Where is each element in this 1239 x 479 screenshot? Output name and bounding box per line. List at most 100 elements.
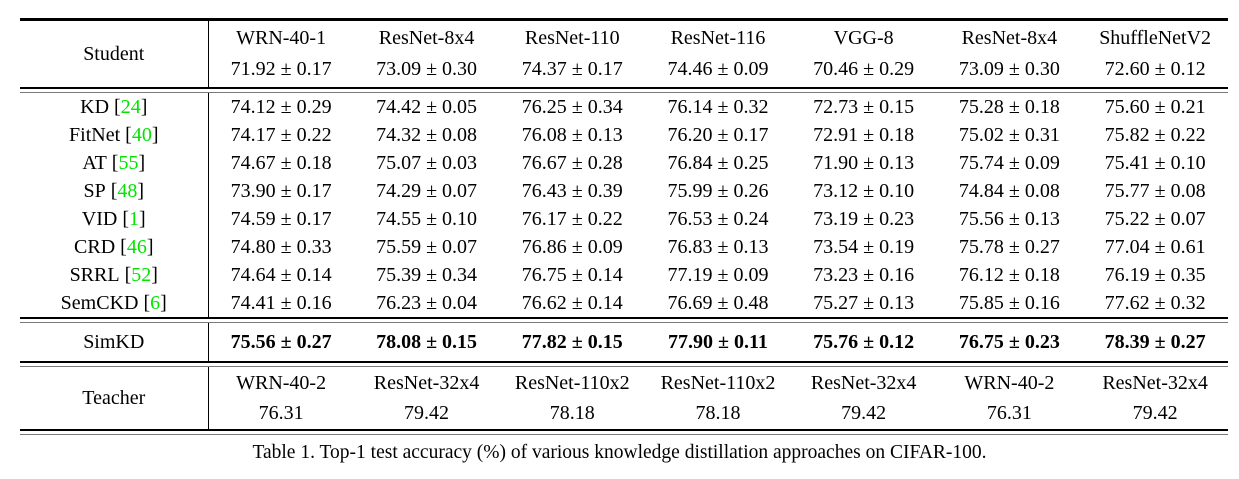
citation-bracket-open: [ — [110, 179, 118, 202]
table-bottom-rule-row — [20, 428, 1228, 435]
student-model: ResNet-8x4 — [378, 26, 475, 49]
teacher-model: ResNet-32x4 — [810, 371, 917, 394]
table-row-semckd: SemCKD [6] 74.41 ± 0.16 76.23 ± 0.04 76.6… — [20, 288, 1228, 317]
student-model: ResNet-110 — [524, 26, 620, 49]
teacher-model: WRN-40-2 — [236, 371, 327, 394]
method-name: SemCKD — [60, 291, 139, 314]
after-header-rule-row — [20, 86, 1228, 93]
method-label: CRD [46] — [20, 233, 208, 261]
citation-bracket-open: [ — [120, 235, 127, 258]
teacher-header-row: Teacher WRN-40-2 76.31 ResNet-32x4 79.42… — [20, 366, 1228, 429]
teacher-accuracy: 79.42 — [404, 401, 450, 424]
method-name: SRRL — [69, 263, 120, 286]
citation-link[interactable]: 55 — [118, 151, 139, 174]
citation-link[interactable]: 46 — [126, 235, 147, 258]
student-cell: ResNet-8x4 73.09 ± 0.30 — [354, 21, 500, 87]
citation-bracket-close: ] — [137, 179, 145, 202]
teacher-cell: ResNet-110x2 78.18 — [645, 367, 791, 429]
accuracy-cell: 72.91 ± 0.18 — [813, 123, 915, 146]
table-row-fitnet: FitNet [40] 74.17 ± 0.22 74.32 ± 0.08 76.… — [20, 120, 1228, 149]
accuracy-cell: 76.12 ± 0.18 — [958, 263, 1060, 286]
table-row-sp: SP [48] 73.90 ± 0.17 74.29 ± 0.07 76.43 ±… — [20, 176, 1228, 205]
top-rule — [20, 18, 1228, 21]
accuracy-cell: 71.90 ± 0.13 — [813, 151, 915, 174]
student-cell: ResNet-110 74.37 ± 0.17 — [499, 21, 645, 87]
teacher-cell: ResNet-32x4 79.42 — [791, 367, 937, 429]
teacher-model: ResNet-110x2 — [660, 371, 776, 394]
accuracy-cell: 76.17 ± 0.22 — [521, 207, 623, 230]
accuracy-cell: 73.90 ± 0.17 — [207, 176, 354, 205]
teacher-accuracy: 79.42 — [1132, 401, 1178, 424]
accuracy-cell-bold: 78.39 ± 0.27 — [1104, 330, 1206, 353]
teacher-label: Teacher — [82, 386, 146, 409]
table-row-srrl: SRRL [52] 74.64 ± 0.14 75.39 ± 0.34 76.75… — [20, 260, 1228, 289]
method-name: CRD — [74, 235, 116, 258]
teacher-cell: WRN-40-2 76.31 — [207, 366, 354, 429]
accuracy-cell: 73.23 ± 0.16 — [813, 263, 915, 286]
citation-link[interactable]: 6 — [150, 291, 161, 314]
citation-link[interactable]: 52 — [131, 263, 152, 286]
student-cell: VGG-8 70.46 ± 0.29 — [791, 21, 937, 87]
student-accuracy: 71.92 ± 0.17 — [230, 57, 332, 80]
student-accuracy: 74.37 ± 0.17 — [521, 57, 623, 80]
bottom-rule — [20, 428, 1228, 435]
accuracy-cell: 74.12 ± 0.29 — [207, 92, 354, 121]
accuracy-cell: 72.73 ± 0.15 — [813, 95, 915, 118]
accuracy-cell: 74.32 ± 0.08 — [376, 123, 478, 146]
accuracy-cell: 73.12 ± 0.10 — [813, 179, 915, 202]
table-row-at: AT [55] 74.67 ± 0.18 75.07 ± 0.03 76.67 ±… — [20, 148, 1228, 177]
student-accuracy: 72.60 ± 0.12 — [1104, 57, 1206, 80]
teacher-cell: ResNet-32x4 79.42 — [1082, 367, 1228, 429]
after-simkd-rule-row — [20, 360, 1228, 367]
student-cell: ResNet-8x4 73.09 ± 0.30 — [937, 21, 1083, 87]
accuracy-cell: 75.41 ± 0.10 — [1104, 151, 1206, 174]
student-accuracy: 70.46 ± 0.29 — [813, 57, 915, 80]
citation-bracket-open: [ — [122, 207, 130, 230]
method-label: SemCKD [6] — [20, 289, 208, 317]
after-header-rule — [20, 86, 1228, 93]
accuracy-cell-bold: 78.08 ± 0.15 — [376, 330, 478, 353]
accuracy-cell: 76.43 ± 0.39 — [521, 179, 623, 202]
method-name: SP — [83, 179, 106, 202]
student-header-row: Student WRN-40-1 71.92 ± 0.17 ResNet-8x4… — [20, 20, 1228, 87]
citation-bracket-open: [ — [125, 123, 132, 146]
accuracy-cell-bold: 77.82 ± 0.15 — [521, 330, 623, 353]
accuracy-cell: 75.27 ± 0.13 — [813, 291, 915, 314]
student-model: ResNet-8x4 — [961, 26, 1058, 49]
citation-link[interactable]: 1 — [129, 207, 140, 230]
accuracy-cell-bold: 77.90 ± 0.11 — [668, 330, 768, 353]
accuracy-cell: 76.14 ± 0.32 — [667, 95, 769, 118]
teacher-model: WRN-40-2 — [964, 371, 1055, 394]
accuracy-cell: 75.99 ± 0.26 — [667, 179, 769, 202]
accuracy-cell: 75.60 ± 0.21 — [1104, 95, 1206, 118]
citation-bracket-close: ] — [138, 151, 146, 174]
teacher-accuracy: 76.31 — [258, 401, 304, 424]
accuracy-cell: 75.28 ± 0.18 — [958, 95, 1060, 118]
accuracy-cell: 74.55 ± 0.10 — [376, 207, 478, 230]
accuracy-cell: 74.17 ± 0.22 — [207, 120, 354, 149]
method-label: SRRL [52] — [20, 261, 208, 289]
accuracy-cell: 75.77 ± 0.08 — [1104, 179, 1206, 202]
accuracy-cell: 76.86 ± 0.09 — [521, 235, 623, 258]
student-accuracy: 73.09 ± 0.30 — [958, 57, 1060, 80]
table-top-rule-row — [20, 18, 1228, 21]
citation-link[interactable]: 48 — [117, 179, 138, 202]
citation-link[interactable]: 40 — [131, 123, 152, 146]
accuracy-cell: 76.75 ± 0.14 — [521, 263, 623, 286]
teacher-cell: WRN-40-2 76.31 — [937, 367, 1083, 429]
simkd-label: SimKD — [83, 330, 145, 353]
before-simkd-rule — [20, 316, 1228, 323]
accuracy-cell: 74.84 ± 0.08 — [958, 179, 1060, 202]
student-cell: ShuffleNetV2 72.60 ± 0.12 — [1082, 21, 1228, 87]
citation-bracket-open: [ — [143, 291, 151, 314]
method-label: KD [24] — [20, 93, 208, 121]
student-accuracy: 74.46 ± 0.09 — [667, 57, 769, 80]
student-cell: WRN-40-1 71.92 ± 0.17 — [207, 20, 354, 87]
accuracy-cell: 73.54 ± 0.19 — [813, 235, 915, 258]
accuracy-cell: 77.62 ± 0.32 — [1104, 291, 1206, 314]
student-model: ResNet-116 — [670, 26, 766, 49]
accuracy-cell: 74.59 ± 0.17 — [207, 204, 354, 233]
citation-bracket-close: ] — [139, 207, 146, 230]
citation-bracket-close: ] — [146, 235, 154, 258]
citation-link[interactable]: 24 — [120, 95, 141, 118]
